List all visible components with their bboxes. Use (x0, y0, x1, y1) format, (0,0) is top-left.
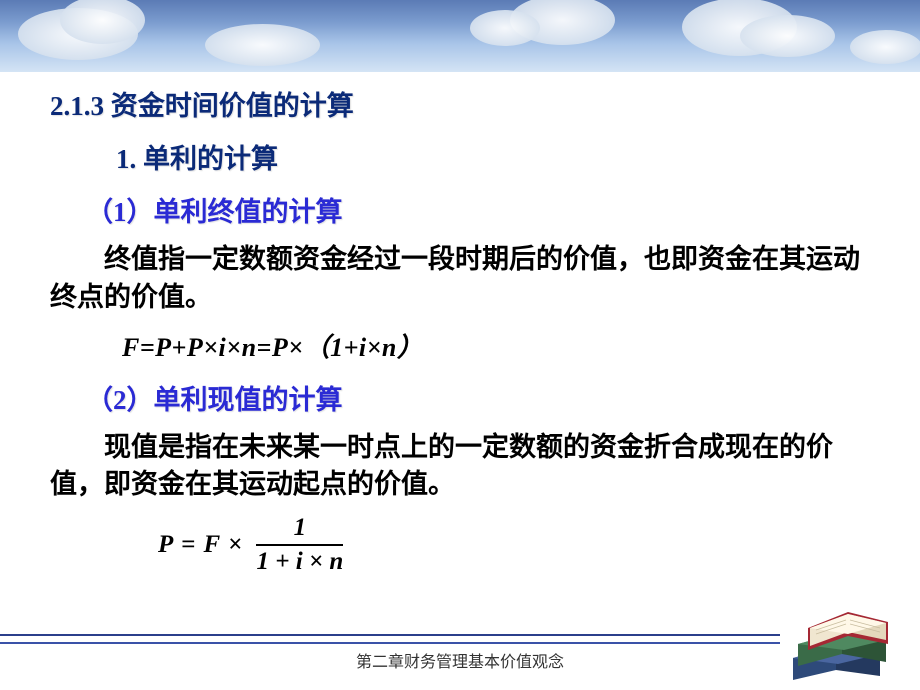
section-number: 2.1.3 (50, 91, 104, 121)
subitem-1-heading: （1）单利终值的计算 (86, 190, 870, 229)
item-1-title: 单利的计算 (143, 144, 278, 174)
paragraph-1: 终值指一定数额资金经过一段时期后的价值，也即资金在其运动终点的价值。 (50, 241, 870, 317)
formula-pv-numerator: 1 (282, 514, 319, 544)
subitem-2-heading: （2）单利现值的计算 (86, 378, 870, 417)
item-1-heading: 1. 单利的计算 (116, 137, 870, 176)
section-title-text: 资金时间价值的计算 (111, 91, 354, 121)
sky-background (0, 0, 920, 72)
subitem-2-number: （2） (86, 385, 154, 415)
subitem-1-number: （1） (86, 197, 154, 227)
cloud-decoration (850, 30, 920, 64)
section-heading: 2.1.3 资金时间价值的计算 (50, 84, 870, 123)
item-1-number: 1. (116, 144, 136, 174)
footer-text: 第二章财务管理基本价值观念 (0, 648, 920, 672)
formula-present-value: P = F × 1 1 + i × n (158, 514, 870, 575)
paragraph-2: 现值是指在未来某一时点上的一定数额的资金折合成现在的价值，即资金在其运动起点的价… (50, 429, 870, 505)
formula-pv-fraction: 1 1 + i × n (256, 514, 343, 575)
subitem-1-title: 单利终值的计算 (154, 197, 343, 227)
formula-pv-eq: = (181, 531, 195, 559)
formula-pv-times: × (228, 531, 242, 559)
subitem-2-title: 单利现值的计算 (154, 385, 343, 415)
slide-content: 2.1.3 资金时间价值的计算 1. 单利的计算 （1）单利终值的计算 终值指一… (50, 84, 870, 575)
cloud-decoration (470, 10, 540, 46)
formula-pv-lhs: P (158, 531, 173, 559)
cloud-decoration (740, 15, 835, 57)
formula-pv-denominator: 1 + i × n (256, 546, 343, 576)
cloud-decoration (205, 24, 320, 66)
formula-future-value: F=P+P×i×n=P×（1+i×n） (122, 327, 870, 364)
books-icon (788, 588, 906, 680)
formula-pv-f: F (204, 531, 221, 559)
footer-rule-top (0, 634, 780, 637)
footer-rule-bottom (0, 642, 780, 644)
